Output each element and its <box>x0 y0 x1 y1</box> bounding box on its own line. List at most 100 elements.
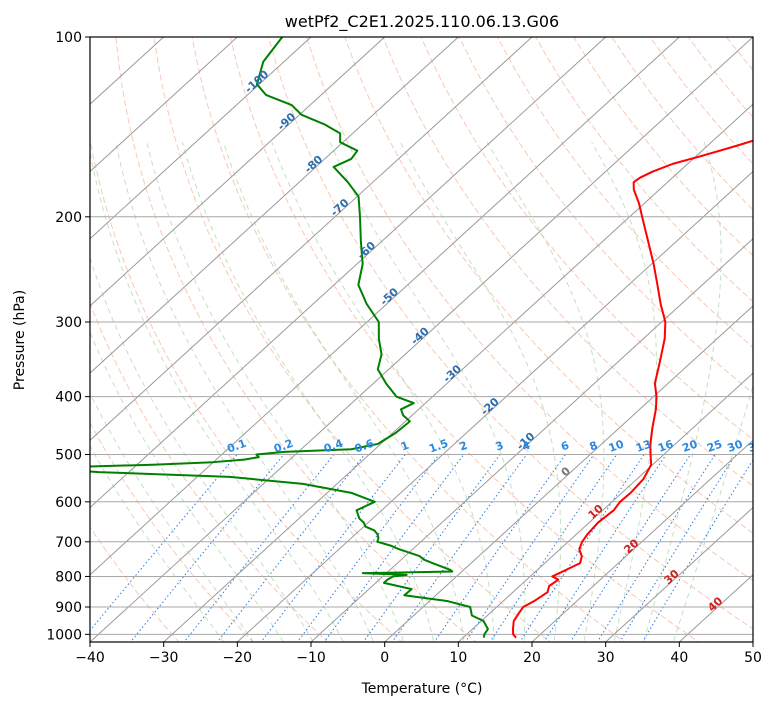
mixing-ratio-label: 20 <box>680 437 699 455</box>
moist-adiabat <box>222 142 465 642</box>
isotherm-line <box>162 103 753 642</box>
mixing-ratio-line <box>323 454 465 642</box>
x-axis-title: Temperature (°C) <box>361 681 483 697</box>
axis-ticks: −40 −30 −20 −10 0 10 20 30 40 50 1000 900 800 700 600 5… <box>46 30 762 666</box>
moist-adiabat <box>90 444 225 642</box>
y-tick-label: 700 <box>55 535 82 551</box>
isotherm-label: -80 <box>302 153 326 176</box>
isotherm-label: -60 <box>355 239 379 262</box>
dry-adiabat <box>90 421 254 642</box>
moist-adiabat <box>90 391 255 642</box>
mixing-ratio-label: 1 <box>399 439 411 454</box>
mixing-ratio-label: 10 <box>607 437 626 455</box>
mixing-ratio-line <box>569 454 691 642</box>
isotherm-line <box>90 37 753 642</box>
isotherm-line <box>90 37 239 173</box>
moist-adiabat <box>90 330 284 642</box>
mixing-ratio-line <box>216 454 366 642</box>
mixing-ratio-line <box>362 454 501 642</box>
mixing-ratio-line <box>296 454 440 642</box>
x-tick-label: −10 <box>296 650 326 666</box>
y-tick-label: 300 <box>55 315 82 331</box>
isotherm-label: 20 <box>621 536 641 556</box>
dry-adiabat <box>267 37 753 630</box>
mixing-ratio-label: 0.6 <box>353 437 376 456</box>
mixing-ratio-label: 16 <box>656 437 675 455</box>
y-tick-label: 900 <box>55 600 82 616</box>
moist-adiabat <box>90 256 314 642</box>
isotherm-line <box>752 641 753 642</box>
dry-adiabat <box>743 10 775 650</box>
y-tick-label: 400 <box>55 390 82 406</box>
mixing-ratio-label: 36 <box>746 437 765 455</box>
mixing-ratio-line <box>519 454 645 642</box>
moist-adiabat <box>271 142 495 642</box>
mixing-ratio-label: 30 <box>726 437 745 455</box>
mixing-ratio-line <box>596 454 716 642</box>
mixing-ratio-line <box>489 454 618 642</box>
isotherm-label: 40 <box>705 594 725 614</box>
mixing-ratio-label: 25 <box>705 437 724 454</box>
isotherm-line <box>531 439 753 642</box>
isotherm-line <box>457 372 753 642</box>
isotherm-line <box>90 37 386 307</box>
mixing-ratio-line <box>543 454 667 642</box>
y-axis-title: Pressure (hPa) <box>12 290 28 390</box>
mixing-ratio-label: 1.5 <box>427 437 450 456</box>
dry-adiabat <box>458 37 753 394</box>
moist-adiabat <box>329 141 526 642</box>
moist-adiabat <box>146 142 405 642</box>
dry-adiabat <box>382 37 753 487</box>
isotherm-line <box>90 37 681 576</box>
isotherm-line <box>90 37 533 442</box>
y-tick-label: 100 <box>55 30 82 46</box>
dry-adiabat <box>229 37 700 642</box>
mixing-ratio-label: 0.2 <box>272 437 295 456</box>
dry-adiabat <box>90 136 403 642</box>
isotherm-label: -100 <box>242 67 271 95</box>
isotherm-line <box>90 37 312 240</box>
y-tick-label: 1000 <box>46 627 82 643</box>
dry-adiabat <box>420 37 753 441</box>
mixing-ratio-label: 0.1 <box>225 437 248 456</box>
mixing-ratio-label: 4 <box>520 439 532 454</box>
moist-adiabat <box>591 141 657 642</box>
isotherm-label: -20 <box>478 395 502 418</box>
dry-adiabat <box>687 37 753 118</box>
x-tick-label: 30 <box>597 650 615 666</box>
dry-adiabat <box>115 37 477 642</box>
mixing-ratio-label: 8 <box>588 439 600 454</box>
plot-frame <box>89 36 754 643</box>
mixing-ratio-line <box>433 454 566 642</box>
isotherm-line <box>90 37 607 509</box>
mixing-ratio-label: 13 <box>634 437 653 454</box>
mixing-ratio-label: 6 <box>559 439 571 454</box>
x-tick-label: 50 <box>744 650 762 666</box>
y-tick-label: 600 <box>55 495 82 511</box>
isotherm-label: -90 <box>275 110 299 133</box>
isotherm-label: -50 <box>378 285 402 308</box>
y-tick-label: 500 <box>55 448 82 464</box>
plot-area: -100-90-80-70-60-50-40-30-20-10010203040… <box>90 10 775 650</box>
moist-adiabat <box>643 142 722 642</box>
isotherm-label: -30 <box>441 362 465 385</box>
x-tick-label: 0 <box>380 650 389 666</box>
x-tick-label: −20 <box>223 650 253 666</box>
isotherm-line <box>236 170 753 642</box>
moist-adiabat <box>115 142 375 642</box>
isotherm-label: 30 <box>662 567 682 587</box>
mixing-ratio-line <box>642 458 753 642</box>
isotherm-line <box>383 305 753 642</box>
moist-adiabat <box>90 149 344 642</box>
isotherm-line <box>310 237 753 642</box>
x-tick-label: −30 <box>149 650 179 666</box>
isotherm-line <box>678 574 753 642</box>
moist-adiabat <box>181 142 435 642</box>
mixing-ratio-label: 2 <box>458 439 470 454</box>
mixing-ratio-line <box>183 454 335 642</box>
x-tick-label: 10 <box>449 650 467 666</box>
dry-adiabat <box>611 37 753 211</box>
isotherm-label: -70 <box>328 196 352 219</box>
dry-adiabat <box>535 37 753 303</box>
